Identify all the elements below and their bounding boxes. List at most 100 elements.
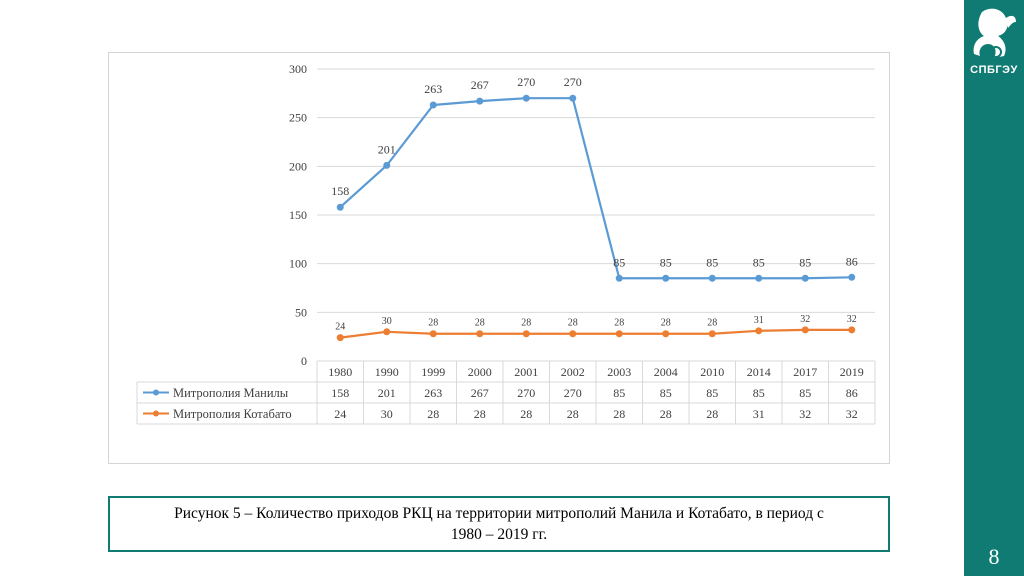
- data-point: [383, 328, 391, 336]
- data-label: 24: [335, 322, 345, 333]
- x-category-label: 2002: [561, 365, 585, 379]
- data-point: [662, 274, 670, 282]
- y-tick-label: 0: [301, 354, 307, 368]
- data-point: [755, 327, 763, 335]
- data-label: 201: [378, 142, 396, 156]
- data-point: [569, 330, 577, 338]
- data-label: 32: [800, 314, 810, 325]
- series-line: [339, 97, 852, 280]
- data-label: 270: [564, 75, 582, 89]
- data-point: [429, 330, 437, 338]
- table-cell-value: 30: [381, 407, 393, 421]
- page-number: 8: [988, 544, 1000, 569]
- data-label: 28: [661, 318, 671, 329]
- x-category-label: 1990: [375, 365, 399, 379]
- data-point: [383, 161, 391, 169]
- sidebar: СПБГЭУ 8: [964, 0, 1024, 576]
- x-category-label: 1980: [328, 365, 352, 379]
- data-label: 85: [660, 255, 672, 269]
- legend-label: Митрополия Котабато: [173, 407, 292, 421]
- table-cell-value: 267: [471, 386, 489, 400]
- table-cell-value: 28: [474, 407, 486, 421]
- legend-label: Митрополия Манилы: [173, 386, 289, 400]
- table-cell-value: 86: [846, 386, 858, 400]
- legend-marker: [153, 410, 159, 417]
- data-label: 28: [707, 318, 717, 329]
- data-label: 158: [331, 184, 349, 198]
- data-label: 86: [846, 254, 858, 268]
- data-point: [662, 330, 670, 338]
- y-tick-label: 50: [295, 305, 307, 319]
- data-point: [755, 274, 763, 282]
- data-point: [336, 334, 344, 342]
- x-category-label: 2014: [747, 365, 771, 379]
- data-point: [522, 94, 530, 102]
- data-label: 30: [382, 316, 392, 327]
- data-point: [569, 94, 577, 102]
- chart-frame: 0 50 100 150 200 250 300 1980 1990 1999 2000 2001 20…: [108, 52, 890, 464]
- data-point: [476, 97, 484, 105]
- table-cell-value: 85: [799, 386, 811, 400]
- data-point: [336, 203, 344, 211]
- table-cell-value: 158: [331, 386, 349, 400]
- table-cell-value: 31: [753, 407, 765, 421]
- data-point: [801, 274, 809, 282]
- x-category-label: 2004: [654, 365, 678, 379]
- data-label: 28: [521, 318, 531, 329]
- table-cell-value: 201: [378, 386, 396, 400]
- figure-caption: Рисунок 5 – Количество приходов РКЦ на т…: [174, 505, 824, 543]
- data-point: [522, 330, 530, 338]
- y-tick-label: 100: [289, 257, 307, 271]
- legend-marker: [153, 389, 159, 396]
- data-label: 31: [754, 315, 764, 326]
- data-point: [708, 330, 716, 338]
- x-category-label: 2000: [468, 365, 492, 379]
- x-category-label: 2003: [607, 365, 631, 379]
- data-point: [848, 326, 856, 334]
- data-label: 85: [706, 255, 718, 269]
- data-point: [429, 101, 437, 109]
- table-cell-value: 85: [753, 386, 765, 400]
- data-label: 28: [614, 318, 624, 329]
- data-label: 28: [568, 318, 578, 329]
- table-cell-value: 270: [517, 386, 535, 400]
- data-label: 28: [428, 318, 438, 329]
- data-point: [801, 326, 809, 334]
- table-cell-value: 28: [427, 407, 439, 421]
- table-cell-value: 28: [660, 407, 672, 421]
- data-label: 270: [517, 75, 535, 89]
- table-cell-value: 85: [613, 386, 625, 400]
- griffin-logo-icon: [973, 8, 1016, 58]
- table-cell-value: 263: [424, 386, 442, 400]
- x-category-label: 1999: [421, 365, 445, 379]
- data-point: [615, 274, 623, 282]
- logo-text: СПБГЭУ: [970, 64, 1018, 76]
- data-label: 85: [613, 255, 625, 269]
- data-point: [476, 330, 484, 338]
- figure-caption-box: Рисунок 5 – Количество приходов РКЦ на т…: [108, 496, 890, 552]
- y-tick-label: 250: [289, 111, 307, 125]
- x-category-label: 2010: [700, 365, 724, 379]
- series-line: [340, 328, 852, 339]
- table-cell-value: 270: [564, 386, 582, 400]
- table-cell-value: 28: [520, 407, 532, 421]
- y-tick-label: 150: [289, 208, 307, 222]
- x-category-label: 2017: [793, 365, 817, 379]
- data-label: 85: [799, 255, 811, 269]
- data-point: [708, 274, 716, 282]
- y-tick-label: 300: [289, 62, 307, 76]
- table-cell-value: 28: [567, 407, 579, 421]
- data-label: 263: [424, 82, 442, 96]
- data-label: 85: [753, 255, 765, 269]
- table-cell-value: 28: [613, 407, 625, 421]
- line-chart: 0 50 100 150 200 250 300 1980 1990 1999 2000 2001 20…: [136, 62, 876, 425]
- table-cell-value: 85: [706, 386, 718, 400]
- x-category-label: 2001: [514, 365, 538, 379]
- y-tick-label: 200: [289, 159, 307, 173]
- table-cell-value: 32: [799, 407, 811, 421]
- table-cell-value: 85: [660, 386, 672, 400]
- data-label: 267: [471, 78, 489, 92]
- data-label: 28: [475, 318, 485, 329]
- data-point: [848, 273, 856, 281]
- data-label: 32: [847, 314, 857, 325]
